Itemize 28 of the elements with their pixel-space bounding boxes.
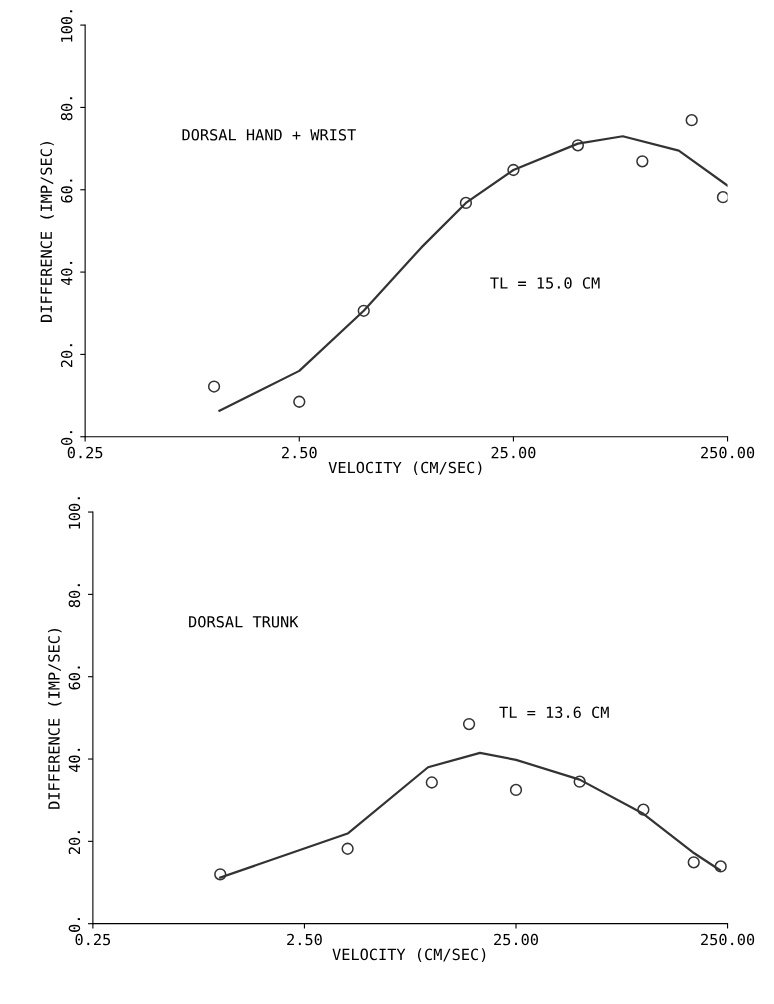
y-axis-title: DIFFERENCE (IMP/SEC) [40, 142, 54, 322]
x-tick-label: 0.25 [75, 933, 111, 946]
y-tick-label: 80. [60, 97, 73, 121]
y-tick-label: 100. [60, 10, 73, 42]
y-axis-title: DIFFERENCE (IMP/SEC) [47, 629, 62, 809]
y-tick-label: 40. [68, 748, 81, 773]
y-tick-label: 20. [68, 831, 81, 855]
y-tick-label: 60. [60, 179, 73, 203]
x-axis-title: VELOCITY (CM/SEC) [328, 461, 482, 476]
annotation: TL = 15.0 CM [490, 277, 600, 289]
x-tick-label: 250.00 [701, 446, 755, 459]
x-tick-label: 0.25 [67, 446, 103, 459]
x-axis-title: VELOCITY (CM/SEC) [332, 948, 486, 962]
y-tick-label: 60. [68, 666, 81, 690]
x-tick-label: 25.00 [491, 446, 536, 459]
x-tick-label: 2.50 [282, 446, 317, 459]
annotation: DORSAL HAND + WRIST [182, 129, 356, 141]
y-tick-label: 0. [60, 431, 73, 445]
y-tick-label: 0. [68, 918, 81, 932]
annotation: TL = 13.6 CM [499, 706, 609, 719]
y-tick-label: 100. [68, 497, 81, 529]
y-tick-label: 80. [68, 584, 81, 608]
y-tick-label: 20. [60, 344, 73, 368]
annotation: DORSAL TRUNK [189, 615, 299, 628]
y-tick-label: 40. [60, 261, 73, 286]
x-tick-label: 2.50 [287, 933, 322, 946]
x-tick-label: 25.00 [494, 933, 538, 946]
x-tick-label: 250.00 [701, 933, 755, 946]
